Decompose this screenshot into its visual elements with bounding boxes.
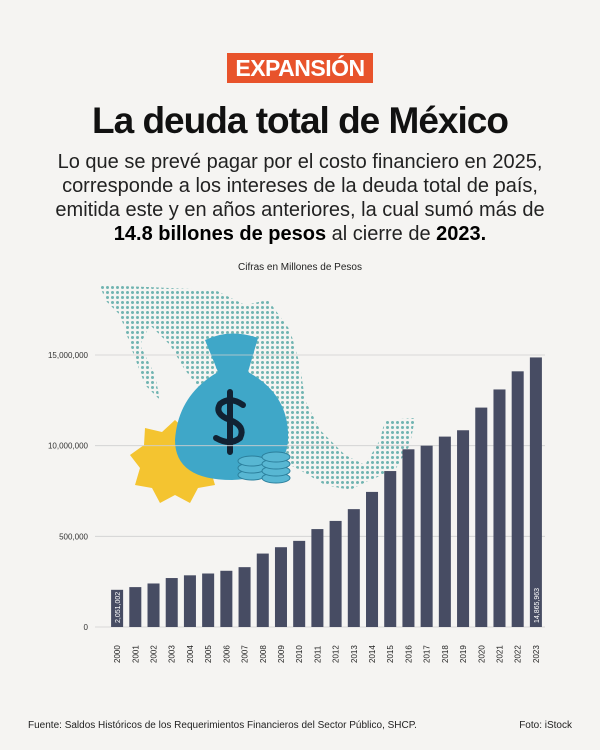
bar [347, 509, 360, 627]
bar [457, 430, 470, 627]
y-tick-label: 0 [84, 623, 89, 632]
x-tick-label: 2017 [423, 645, 432, 663]
bar [220, 570, 233, 627]
subtitle-text: al cierre de [331, 223, 431, 245]
x-tick-label: 2008 [259, 645, 268, 663]
bar [183, 575, 196, 627]
illustration [100, 285, 415, 503]
source: Fuente: Saldos Históricos de los Requeri… [28, 720, 417, 731]
bar [384, 471, 397, 627]
x-tick-label: 2013 [350, 645, 359, 663]
bar [311, 529, 324, 627]
x-tick-label: 2014 [368, 645, 377, 663]
bar [420, 445, 433, 627]
x-tick-label: 2007 [241, 645, 250, 663]
y-tick-label: 15,000,000 [48, 351, 89, 360]
subtitle-text: Lo que se prevé pagar por el costo finan… [55, 151, 545, 221]
credit: Foto: iStock [519, 720, 572, 731]
subtitle-highlight: 14.8 billones de pesos [113, 223, 327, 245]
subtitle-highlight: 2023. [436, 223, 487, 245]
x-tick-label: 2011 [313, 645, 322, 663]
bar [366, 491, 379, 627]
y-tick-label: 500,000 [59, 532, 88, 541]
bar [493, 389, 506, 627]
x-tick-label: 2006 [222, 645, 231, 663]
bar [256, 553, 269, 627]
x-tick-label: 2022 [514, 645, 523, 663]
x-tick-label: 2023 [532, 645, 541, 663]
x-tick-label: 2012 [332, 645, 341, 663]
subtitle: Lo que se prevé pagar por el costo finan… [40, 150, 560, 246]
bar [329, 520, 342, 627]
x-tick-label: 2018 [441, 645, 450, 663]
coins [237, 451, 291, 484]
x-tick-label: 2016 [404, 645, 413, 663]
unit-label: Cifras en Millones de Pesos [238, 262, 362, 273]
bar [238, 567, 251, 627]
x-tick-label: 2010 [295, 645, 304, 663]
x-tick-label: 2009 [277, 645, 286, 663]
bar [438, 436, 451, 627]
bar [129, 587, 142, 627]
x-tick-label: 2003 [168, 645, 177, 663]
x-tick-label: 2015 [386, 645, 395, 663]
bar [293, 540, 306, 627]
bar [147, 583, 160, 627]
dollar-sign [213, 389, 246, 455]
bar [529, 357, 542, 627]
x-tick-label: 2005 [204, 645, 213, 663]
bar [111, 589, 124, 627]
y-tick-label: 10,000,000 [48, 442, 89, 451]
bar [475, 407, 488, 627]
bar [274, 547, 287, 627]
bar [202, 573, 215, 627]
value-label: 14,865,963 [534, 588, 541, 623]
bar [165, 578, 178, 627]
x-tick-label: 2019 [459, 645, 468, 663]
x-tick-label: 2021 [495, 645, 504, 663]
title: La deuda total de México [92, 100, 509, 141]
x-tick-label: 2020 [477, 645, 486, 663]
bar [402, 449, 415, 627]
value-label: 2,051,002 [115, 592, 122, 623]
x-tick-label: 2001 [131, 645, 140, 663]
bar [511, 371, 524, 627]
x-tick-label: 2000 [113, 645, 122, 663]
x-tick-label: 2004 [186, 645, 195, 663]
brand-logo: EXPANSIÓN [227, 53, 373, 83]
x-tick-label: 2002 [150, 645, 159, 663]
